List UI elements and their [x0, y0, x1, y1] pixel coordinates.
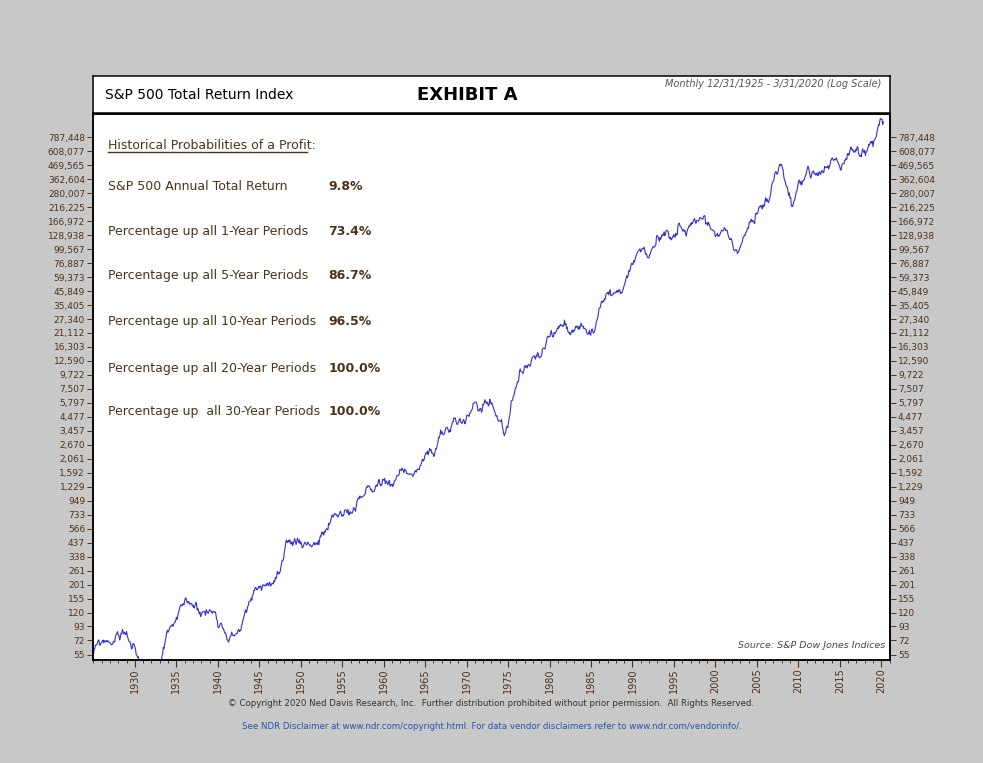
- Text: 9.8%: 9.8%: [328, 180, 363, 193]
- Text: Percentage up all 5-Year Periods: Percentage up all 5-Year Periods: [108, 269, 308, 282]
- Text: Percentage up all 10-Year Periods: Percentage up all 10-Year Periods: [108, 315, 316, 328]
- Text: Percentage up all 20-Year Periods: Percentage up all 20-Year Periods: [108, 362, 316, 375]
- Text: Historical Probabilities of a Profit:: Historical Probabilities of a Profit:: [108, 139, 316, 152]
- Text: © Copyright 2020 Ned Davis Research, Inc.  Further distribution prohibited witho: © Copyright 2020 Ned Davis Research, Inc…: [228, 699, 755, 708]
- Text: See NDR Disclaimer at www.ndr.com/copyright.html. For data vendor disclaimers re: See NDR Disclaimer at www.ndr.com/copyri…: [242, 722, 741, 731]
- Text: 73.4%: 73.4%: [328, 225, 372, 238]
- Text: 100.0%: 100.0%: [328, 362, 380, 375]
- Text: Monthly 12/31/1925 - 3/31/2020 (Log Scale): Monthly 12/31/1925 - 3/31/2020 (Log Scal…: [665, 79, 882, 89]
- Text: 86.7%: 86.7%: [328, 269, 372, 282]
- Text: EXHIBIT A: EXHIBIT A: [418, 85, 518, 104]
- Text: 100.0%: 100.0%: [328, 405, 380, 418]
- Text: Percentage up all 1-Year Periods: Percentage up all 1-Year Periods: [108, 225, 308, 238]
- Text: 96.5%: 96.5%: [328, 315, 372, 328]
- Text: Source: S&P Dow Jones Indices: Source: S&P Dow Jones Indices: [738, 641, 886, 650]
- Text: S&P 500 Annual Total Return: S&P 500 Annual Total Return: [108, 180, 287, 193]
- Text: S&P 500 Total Return Index: S&P 500 Total Return Index: [105, 88, 294, 101]
- Text: Percentage up  all 30-Year Periods: Percentage up all 30-Year Periods: [108, 405, 319, 418]
